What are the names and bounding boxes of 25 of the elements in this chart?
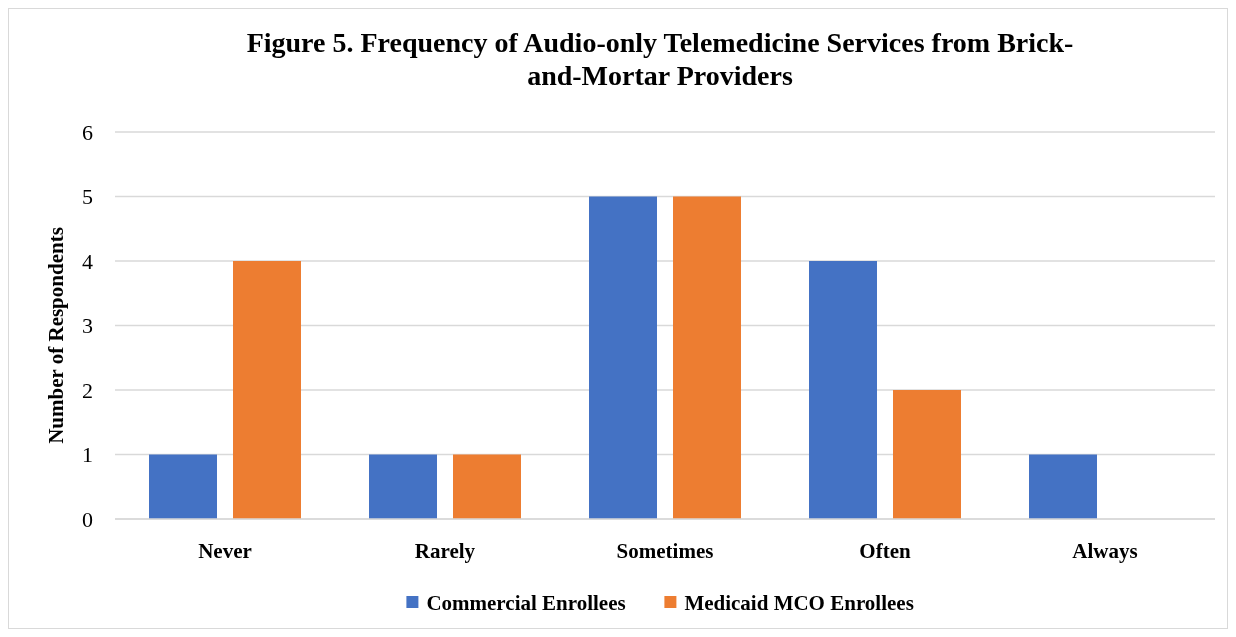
y-tick-label: 2 bbox=[82, 377, 93, 403]
y-tick-label: 0 bbox=[82, 506, 93, 532]
bar bbox=[673, 196, 741, 519]
chart-title: Figure 5. Frequency of Audio-only Telemedicine Services from Brick- and-Mortar Providers bbox=[246, 27, 1074, 91]
x-tick-label: Always bbox=[1072, 539, 1138, 563]
x-tick-label: Rarely bbox=[414, 539, 476, 563]
y-tick-label: 4 bbox=[82, 248, 93, 274]
x-tick-label: Often bbox=[859, 539, 911, 563]
legend-label: Commercial Enrollees bbox=[426, 591, 626, 616]
bar bbox=[893, 390, 961, 519]
y-tick-label: 5 bbox=[82, 184, 93, 210]
bar bbox=[1029, 454, 1097, 519]
bar bbox=[589, 196, 657, 519]
bar bbox=[369, 454, 437, 519]
bar bbox=[233, 261, 301, 519]
x-tick-label: Never bbox=[198, 539, 252, 563]
bar bbox=[453, 454, 521, 519]
y-tick-label: 6 bbox=[82, 119, 93, 145]
y-axis-title: Number of Respondents bbox=[44, 227, 68, 444]
legend-label: Medicaid MCO Enrollees bbox=[684, 591, 914, 616]
bar bbox=[149, 454, 217, 519]
y-tick-label: 3 bbox=[82, 313, 93, 339]
y-tick-label: 1 bbox=[82, 442, 93, 468]
bar bbox=[809, 261, 877, 519]
x-tick-label: Sometimes bbox=[616, 539, 714, 563]
